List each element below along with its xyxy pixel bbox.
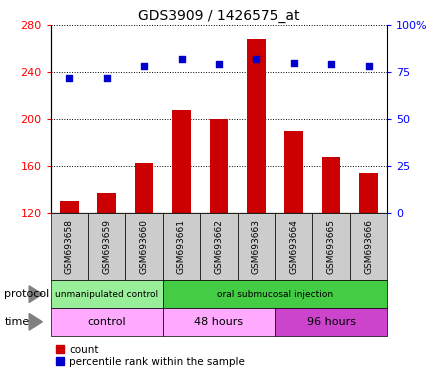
Text: unmanipulated control: unmanipulated control bbox=[55, 290, 158, 299]
Point bbox=[327, 61, 335, 68]
Bar bbox=[51, 308, 163, 336]
Legend: count, percentile rank within the sample: count, percentile rank within the sample bbox=[56, 345, 245, 367]
Text: GSM693665: GSM693665 bbox=[326, 219, 336, 274]
Text: oral submucosal injection: oral submucosal injection bbox=[217, 290, 333, 299]
Point bbox=[178, 56, 185, 62]
Text: 96 hours: 96 hours bbox=[307, 317, 356, 327]
Text: GSM693661: GSM693661 bbox=[177, 219, 186, 274]
Bar bbox=[163, 280, 387, 308]
Text: control: control bbox=[88, 317, 126, 327]
Bar bbox=[88, 213, 125, 280]
Bar bbox=[275, 213, 312, 280]
Bar bbox=[163, 213, 200, 280]
Bar bbox=[51, 280, 163, 308]
Point bbox=[365, 63, 372, 70]
Text: time: time bbox=[4, 317, 29, 327]
Bar bbox=[247, 39, 266, 213]
Text: GSM693662: GSM693662 bbox=[214, 219, 224, 274]
Text: GSM693664: GSM693664 bbox=[289, 219, 298, 274]
Bar bbox=[238, 213, 275, 280]
Bar bbox=[135, 162, 154, 213]
Point bbox=[216, 61, 223, 68]
Bar bbox=[172, 110, 191, 213]
Bar bbox=[51, 213, 88, 280]
Text: GSM693658: GSM693658 bbox=[65, 219, 74, 274]
Bar bbox=[359, 173, 378, 213]
Bar bbox=[125, 213, 163, 280]
Point bbox=[66, 74, 73, 81]
Bar bbox=[209, 119, 228, 213]
Bar bbox=[275, 308, 387, 336]
Text: GSM693659: GSM693659 bbox=[102, 219, 111, 274]
Point bbox=[290, 60, 297, 66]
Text: 48 hours: 48 hours bbox=[194, 317, 243, 327]
Bar bbox=[350, 213, 387, 280]
Bar bbox=[284, 131, 303, 213]
Title: GDS3909 / 1426575_at: GDS3909 / 1426575_at bbox=[138, 8, 300, 23]
Point bbox=[103, 74, 110, 81]
Bar bbox=[312, 213, 350, 280]
Bar bbox=[97, 193, 116, 213]
Polygon shape bbox=[29, 286, 42, 303]
Bar bbox=[322, 157, 341, 213]
Text: GSM693660: GSM693660 bbox=[139, 219, 149, 274]
Polygon shape bbox=[29, 313, 42, 330]
Bar bbox=[163, 308, 275, 336]
Bar bbox=[60, 201, 79, 213]
Text: GSM693666: GSM693666 bbox=[364, 219, 373, 274]
Point bbox=[253, 56, 260, 62]
Text: protocol: protocol bbox=[4, 289, 50, 299]
Text: GSM693663: GSM693663 bbox=[252, 219, 261, 274]
Point bbox=[141, 63, 148, 70]
Bar bbox=[200, 213, 238, 280]
